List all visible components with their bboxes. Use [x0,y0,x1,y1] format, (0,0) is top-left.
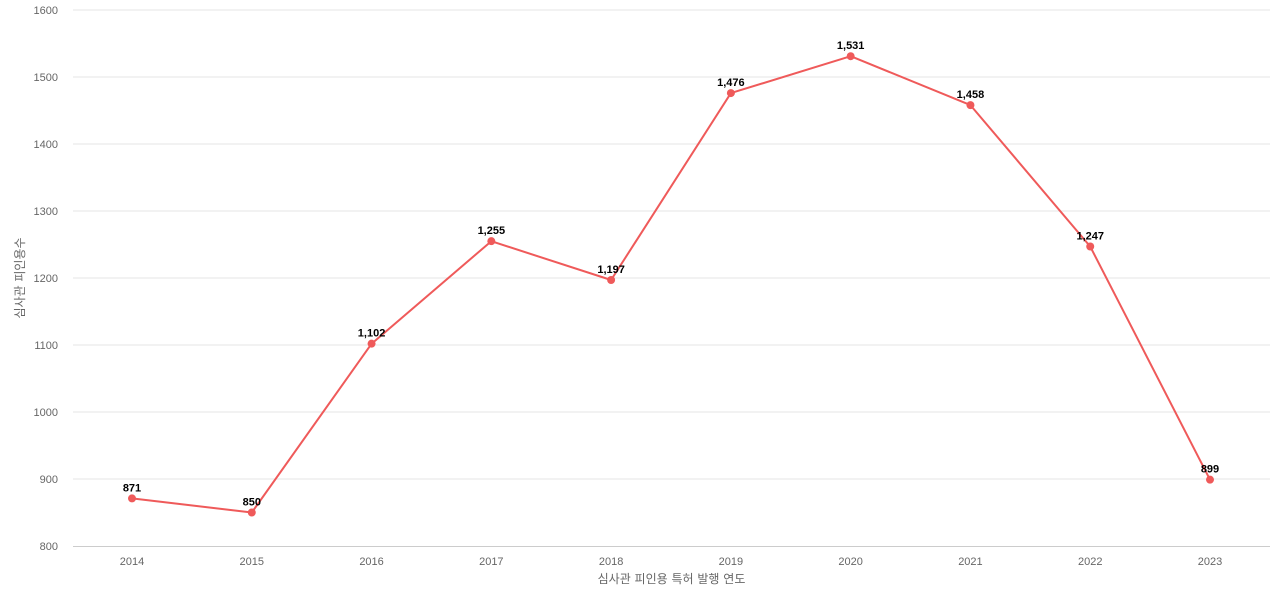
y-tick-label: 800 [40,541,58,553]
data-point[interactable] [726,89,735,98]
data-point[interactable] [128,494,136,503]
x-tick-label: 2014 [120,556,144,568]
data-label: 1,102 [358,328,386,340]
data-point[interactable] [367,339,376,348]
data-point[interactable] [607,276,616,285]
data-point[interactable] [247,508,256,517]
x-tick-label: 2020 [838,556,862,568]
data-labels: 871 850 1,102 1,255 1,197 1,476 1,531 1,458 1,24… [123,40,1219,508]
data-label: 871 [123,482,141,494]
data-label: 1,255 [478,225,506,237]
x-axis-ticks: 2014 2015 2016 2017 2018 2019 2020 2021 2022 2023 [120,556,1222,568]
y-axis-title: 심사관 피인용수 [13,237,27,318]
data-label: 1,476 [717,77,745,89]
data-label: 1,458 [957,89,985,101]
data-label: 1,197 [597,264,625,276]
x-tick-label: 2023 [1198,556,1222,568]
series-layer [128,52,1214,517]
x-tick-label: 2019 [719,556,743,568]
data-point[interactable] [487,237,496,246]
y-tick-label: 1000 [34,407,58,419]
data-label: 899 [1201,464,1219,476]
x-axis-title: 심사관 피인용 특허 발행 연도 [598,571,746,586]
data-point[interactable] [966,101,975,110]
series-line [131,55,1211,514]
y-tick-label: 1500 [34,72,58,84]
y-axis-ticks: 800 900 1000 1100 1200 1300 1400 1500 1600 [34,5,58,553]
y-tick-label: 1300 [34,206,58,218]
y-tick-label: 900 [40,474,58,486]
y-tick-label: 1100 [34,340,58,352]
x-tick-label: 2016 [359,556,383,568]
data-point[interactable] [1206,475,1214,484]
x-tick-label: 2018 [599,556,623,568]
y-tick-label: 1200 [34,273,58,285]
data-point[interactable] [1086,242,1095,251]
x-tick-label: 2021 [958,556,982,568]
y-tick-label: 1400 [34,139,58,151]
data-label: 850 [243,497,261,509]
x-tick-label: 2017 [479,556,503,568]
x-tick-label: 2015 [240,556,264,568]
data-label: 1,531 [837,40,865,52]
y-tick-label: 1600 [34,5,58,17]
data-point[interactable] [846,52,855,61]
x-tick-label: 2022 [1078,556,1102,568]
gridlines [73,9,1270,480]
data-label: 1,247 [1076,231,1104,243]
